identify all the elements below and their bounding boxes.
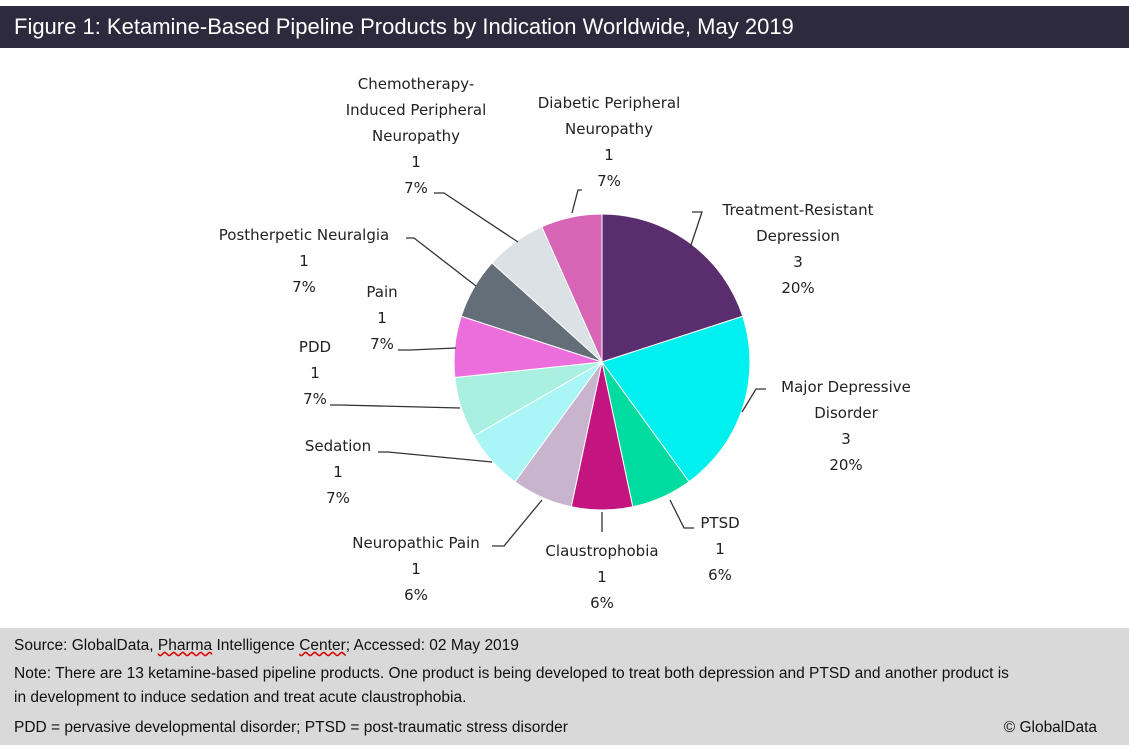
data-label-name: Neuropathy xyxy=(565,120,653,138)
data-label-percent: 7% xyxy=(597,172,621,190)
pie-slice-diabetic-peripheral-neuropathy xyxy=(541,213,603,363)
pie-chart: Treatment-Resistant Depression 3 20% Major D… xyxy=(219,75,911,612)
data-label-name: PTSD xyxy=(700,514,739,532)
data-label-value: 1 xyxy=(715,540,725,558)
source-prefix: Source: GlobalData, xyxy=(14,637,158,654)
data-label-percent: 6% xyxy=(708,566,732,584)
leader-line xyxy=(689,211,703,249)
note-line-2: in development to induce sedation and tr… xyxy=(14,689,467,706)
note-line-1: Note: There are 13 ketamine-based pipeli… xyxy=(14,665,1009,682)
data-label-name: Chemotherapy- xyxy=(358,75,475,93)
leader-line xyxy=(406,237,477,287)
data-label-percent: 20% xyxy=(781,279,814,297)
data-label-value: 1 xyxy=(299,252,309,270)
data-label-value: 1 xyxy=(377,309,387,327)
data-label-percent: 7% xyxy=(370,335,394,353)
leader-line xyxy=(669,499,694,529)
data-label-name: Pain xyxy=(366,283,397,301)
pie-slice-treatment-resistant-depression xyxy=(601,213,744,363)
data-label-name: PDD xyxy=(299,338,331,356)
source-line: Source: GlobalData, Pharma Intelligence … xyxy=(14,637,519,655)
title-bar: Figure 1: Ketamine-Based Pipeline Produc… xyxy=(0,6,1129,48)
source-center: Center xyxy=(299,637,346,654)
data-label-percent: 7% xyxy=(303,390,327,408)
source-mid: Intelligence xyxy=(212,637,300,654)
leader-line xyxy=(492,499,543,547)
data-label-percent: 6% xyxy=(590,594,614,612)
leader-line xyxy=(571,189,582,214)
data-label-value: 1 xyxy=(597,568,607,586)
data-label-name: Postherpetic Neuralgia xyxy=(219,226,389,244)
chart-title: Figure 1: Ketamine-Based Pipeline Produc… xyxy=(14,14,794,39)
data-label-percent: 7% xyxy=(404,179,428,197)
leader-line xyxy=(378,451,493,463)
data-label-percent: 6% xyxy=(404,586,428,604)
data-label-value: 1 xyxy=(411,153,421,171)
data-label-name: Neuropathy xyxy=(372,127,460,145)
data-label-name: Induced Peripheral xyxy=(346,101,487,119)
data-label-name: Sedation xyxy=(305,437,371,455)
leader-line xyxy=(330,404,461,409)
footer: Source: GlobalData, Pharma Intelligence … xyxy=(0,628,1129,745)
data-label-percent: 20% xyxy=(829,456,862,474)
data-label-value: 1 xyxy=(333,463,343,481)
source-suffix: ; Accessed: 02 May 2019 xyxy=(345,637,519,654)
data-label-value: 1 xyxy=(310,364,320,382)
abbreviations: PDD = pervasive developmental disorder; … xyxy=(14,719,568,736)
data-label-percent: 7% xyxy=(292,278,316,296)
data-label-value: 3 xyxy=(793,253,803,271)
leader-line xyxy=(434,192,519,243)
leader-line xyxy=(398,347,457,351)
data-label-value: 1 xyxy=(604,146,614,164)
data-label-name: Diabetic Peripheral xyxy=(538,94,681,112)
data-label-name: Major Depressive xyxy=(781,378,911,396)
data-label-name: Claustrophobia xyxy=(545,542,658,560)
data-label-percent: 7% xyxy=(326,489,350,507)
data-label-name: Disorder xyxy=(814,404,878,422)
data-label-value: 1 xyxy=(411,560,421,578)
data-label-name: Neuropathic Pain xyxy=(352,534,480,552)
pie-slice-major-depressive-disorder xyxy=(601,315,751,483)
data-label-name: Treatment-Resistant xyxy=(722,201,874,219)
data-label-name: Depression xyxy=(756,227,840,245)
data-label-value: 3 xyxy=(841,430,851,448)
source-pharma: Pharma xyxy=(157,637,213,654)
copyright: © GlobalData xyxy=(1003,719,1097,736)
leader-line xyxy=(741,388,766,413)
